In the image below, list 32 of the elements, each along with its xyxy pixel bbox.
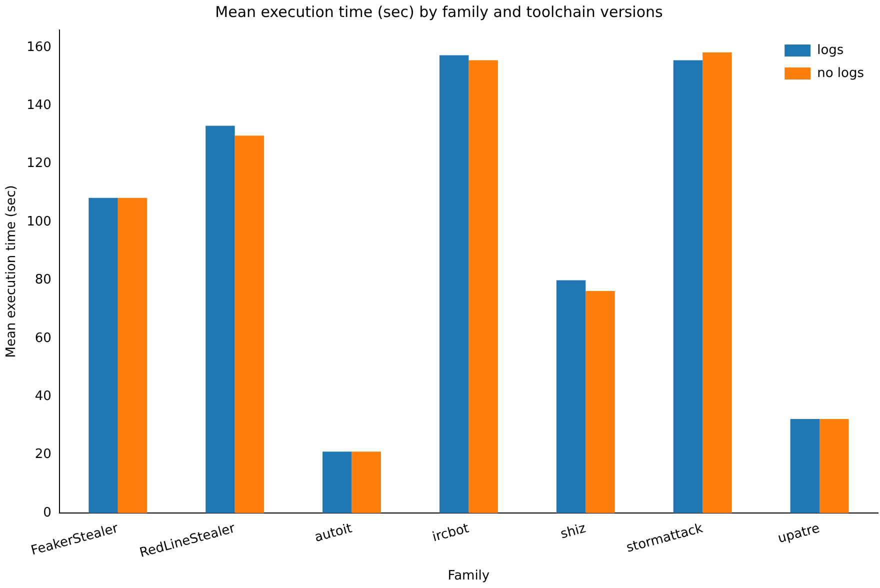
x-tick-label: ircbot [430, 521, 471, 546]
y-tick-label: 60 [34, 330, 52, 346]
x-axis-title: Family [448, 568, 490, 584]
y-tick-label: 100 [26, 214, 52, 230]
bar [820, 418, 849, 513]
y-tick-label: 160 [26, 40, 52, 55]
x-tick-label: shiz [559, 521, 588, 542]
chart-title: Mean execution time (sec) by family and toolchain versions [215, 2, 664, 21]
bar [118, 198, 148, 513]
bar [468, 60, 498, 513]
bar [352, 452, 381, 513]
y-tick-label: 40 [34, 388, 52, 404]
bar [439, 55, 469, 513]
legend-label: logs [817, 42, 844, 58]
bar [556, 280, 586, 513]
legend-label: no logs [817, 66, 864, 81]
y-axis-title: Mean execution time (sec) [4, 185, 20, 358]
y-tick-label: 20 [34, 447, 52, 462]
bar [206, 126, 235, 513]
bar [702, 52, 732, 513]
x-tick-label: autoit [313, 521, 354, 546]
bar [234, 136, 264, 513]
y-tick-label: 80 [34, 272, 52, 288]
y-tick-label: 0 [43, 505, 52, 520]
bar [88, 198, 118, 513]
bar [673, 60, 703, 513]
bar [322, 452, 352, 513]
y-tick-label: 120 [26, 156, 52, 172]
y-tick-label: 140 [26, 98, 52, 114]
x-tick-label: upatre [776, 521, 822, 547]
bar [790, 418, 820, 513]
bar [586, 290, 615, 513]
